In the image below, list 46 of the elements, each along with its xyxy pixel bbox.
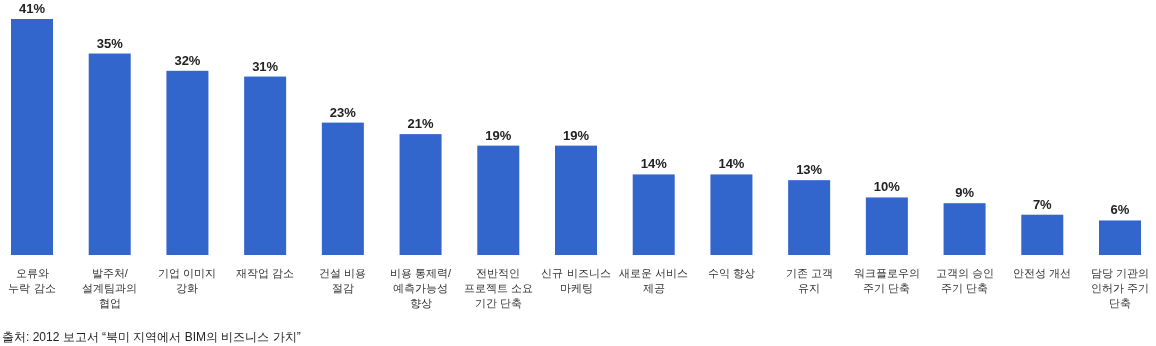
- x-tick-label: 담당 기관의 인허가 주기 단축: [1090, 267, 1150, 309]
- x-tick-label: 발주처/ 설계팀과의 협업: [82, 267, 138, 309]
- data-label: 14%: [640, 156, 668, 172]
- data-label: 13%: [796, 162, 823, 178]
- bar: [166, 70, 209, 255]
- data-label: 19%: [485, 127, 512, 143]
- bar: [555, 145, 597, 255]
- bar: [321, 122, 364, 255]
- bar: [477, 145, 520, 255]
- data-label: 31%: [252, 58, 279, 74]
- x-tick-label: 비용 통제력/ 예측가능성 향상: [390, 267, 453, 309]
- bar: [11, 19, 53, 255]
- data-label: 6%: [1110, 202, 1130, 218]
- data-label: 10%: [873, 179, 901, 195]
- x-tick-label: 건설 비용 절감: [319, 267, 367, 294]
- x-tick-label: 전반적인 프로젝트 소요 기간 단축: [463, 267, 533, 309]
- x-tick-label: 기업 이미지 강화: [158, 267, 217, 294]
- x-tick-label: 신규 비즈니스 마케팅: [541, 267, 611, 294]
- data-label: 23%: [329, 104, 357, 120]
- bar: [943, 203, 986, 255]
- bar: [244, 76, 287, 255]
- data-label: 35%: [96, 35, 124, 51]
- bar: [865, 197, 908, 255]
- x-tick-label: 기존 고객 유지: [785, 267, 833, 294]
- data-label: 7%: [1032, 196, 1053, 212]
- x-tick-label: 안전성 개선: [1013, 267, 1072, 279]
- x-tick-label: 워크플로우의 주기 단축: [853, 267, 920, 294]
- x-tick-label: 수익 향상: [707, 267, 755, 279]
- x-tick-label: 재작업 감소: [236, 267, 295, 279]
- data-label: 19%: [562, 127, 590, 143]
- data-label: 41%: [18, 1, 46, 16]
- data-label: 9%: [955, 185, 975, 201]
- data-label: 21%: [407, 116, 435, 132]
- bar: [1021, 214, 1064, 255]
- data-label: 32%: [174, 52, 201, 68]
- bar: [632, 174, 675, 255]
- source-note: 출처: 2012 보고서 “북미 지역에서 BIM의 비즈니스 가치”: [2, 330, 301, 344]
- bar: [1099, 220, 1141, 255]
- x-tick-label: 새로운 서비스 제공: [619, 267, 689, 294]
- bar: [88, 53, 131, 255]
- x-tick-label: 고객의 승인 주기 단축: [935, 267, 994, 294]
- bar: [710, 174, 753, 255]
- x-tick-label: 오류와 누락 감소: [8, 267, 56, 294]
- data-label: 14%: [718, 156, 745, 172]
- bar: [399, 134, 442, 255]
- bar: [788, 180, 831, 255]
